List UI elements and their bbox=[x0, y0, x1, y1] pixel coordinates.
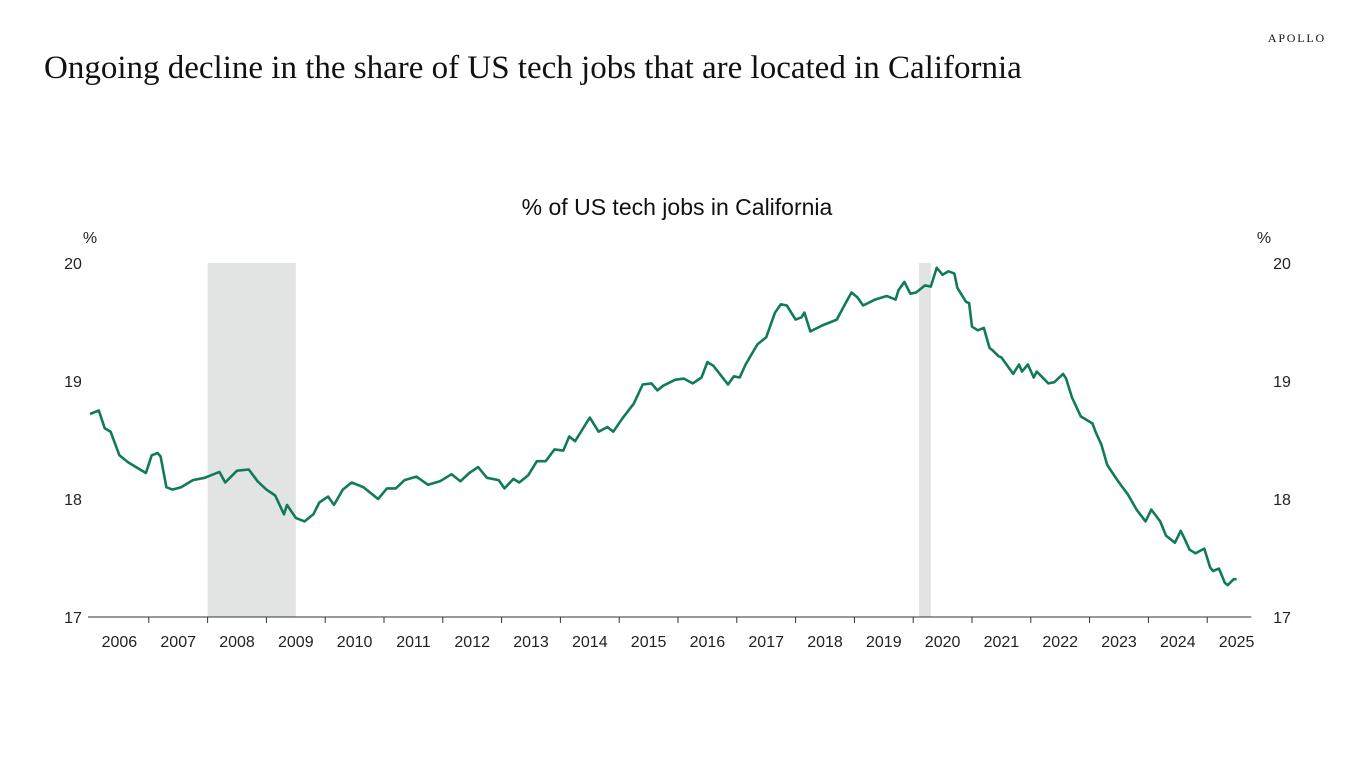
y-tick-label-right: 20 bbox=[1273, 256, 1291, 273]
x-tick-label: 2024 bbox=[1160, 634, 1196, 651]
x-tick-label: 2021 bbox=[984, 634, 1020, 651]
x-tick-label: 2022 bbox=[1042, 634, 1078, 651]
y-tick-label-left: 18 bbox=[64, 492, 82, 509]
y-tick-label-left: 19 bbox=[64, 374, 82, 391]
x-tick-label: 2015 bbox=[631, 634, 667, 651]
y-tick-label-right: 19 bbox=[1273, 374, 1291, 391]
y-tick-label-right: 17 bbox=[1273, 610, 1291, 627]
y-tick-label-left: 17 bbox=[64, 610, 82, 627]
x-tick-label: 2009 bbox=[278, 634, 314, 651]
x-tick-label: 2019 bbox=[866, 634, 902, 651]
x-tick-label: 2016 bbox=[690, 634, 726, 651]
x-tick-label: 2020 bbox=[925, 634, 961, 651]
x-tick-label: 2023 bbox=[1101, 634, 1137, 651]
apollo-logo: APOLLO bbox=[1267, 31, 1326, 45]
y-tick-label-left: 20 bbox=[64, 256, 82, 273]
y-axis-unit-left: % bbox=[83, 230, 97, 247]
x-tick-label: 2013 bbox=[513, 634, 549, 651]
x-tick-label: 2006 bbox=[102, 634, 138, 651]
recession-shading bbox=[207, 263, 296, 617]
y-axis-unit-right: % bbox=[1257, 230, 1271, 247]
chart-title: % of US tech jobs in California bbox=[522, 194, 833, 220]
recession-shading bbox=[919, 263, 931, 617]
x-tick-label: 2012 bbox=[454, 634, 490, 651]
x-tick-label: 2010 bbox=[337, 634, 373, 651]
x-tick-label: 2011 bbox=[396, 634, 431, 651]
x-tick-label: 2025 bbox=[1219, 634, 1255, 651]
y-tick-label-right: 18 bbox=[1273, 492, 1291, 509]
page-title: Ongoing decline in the share of US tech … bbox=[44, 50, 1022, 86]
series-line bbox=[89, 266, 1237, 587]
x-tick-label: 2007 bbox=[160, 634, 196, 651]
x-tick-label: 2018 bbox=[807, 634, 843, 651]
x-tick-label: 2017 bbox=[748, 634, 784, 651]
x-tick-label: 2008 bbox=[219, 634, 255, 651]
x-tick-label: 2014 bbox=[572, 634, 608, 651]
